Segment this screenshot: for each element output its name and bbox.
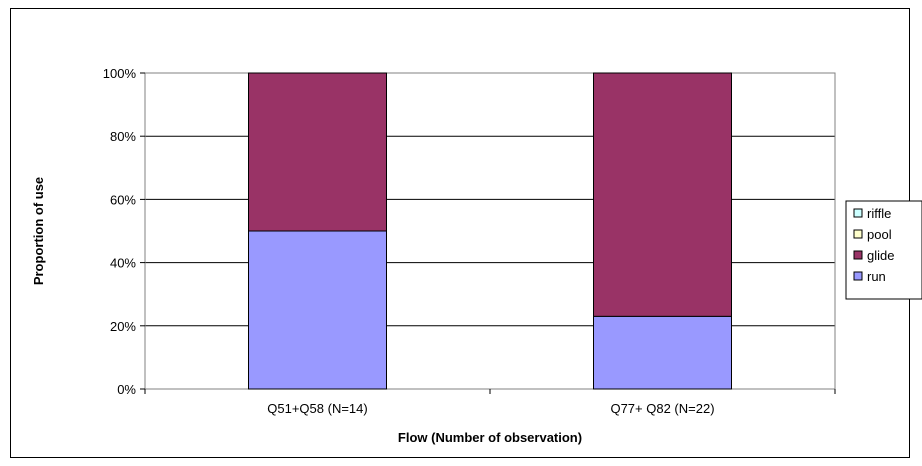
bar-segment-run	[248, 230, 387, 390]
legend-label-run: run	[867, 269, 886, 284]
legend-swatch-pool	[853, 229, 863, 239]
legend-swatch-riffle	[853, 208, 863, 218]
legend-label-pool: pool	[867, 227, 892, 242]
y-tick-label: 20%	[110, 319, 136, 334]
y-tick-label: 80%	[110, 129, 136, 144]
legend-label-glide: glide	[867, 248, 894, 263]
y-axis-title: Proportion of use	[31, 177, 46, 285]
x-tick-label: Q51+Q58 (N=14)	[267, 401, 367, 416]
x-axis-title: Flow (Number of observation)	[398, 430, 582, 445]
legend-label-riffle: riffle	[867, 206, 891, 221]
bar-segment-glide	[593, 72, 732, 317]
chart-frame	[10, 8, 910, 458]
x-tick-label: Q77+ Q82 (N=22)	[610, 401, 714, 416]
bar-segment-run	[593, 315, 732, 390]
y-tick-label: 100%	[103, 66, 137, 81]
bar-segment-glide	[248, 72, 387, 232]
x-axis: Q51+Q58 (N=14) Q77+ Q82 (N=22)	[144, 389, 836, 416]
legend-swatch-run	[853, 271, 863, 281]
legend-swatch-glide	[853, 250, 863, 260]
y-tick-label: 60%	[110, 192, 136, 207]
legend: riffle pool glide run	[845, 200, 922, 300]
y-tick-label: 0%	[117, 382, 136, 397]
bars	[248, 72, 732, 390]
y-tick-label: 40%	[110, 256, 136, 271]
y-axis: 0% 20% 40% 60% 80% 100%	[103, 66, 145, 397]
